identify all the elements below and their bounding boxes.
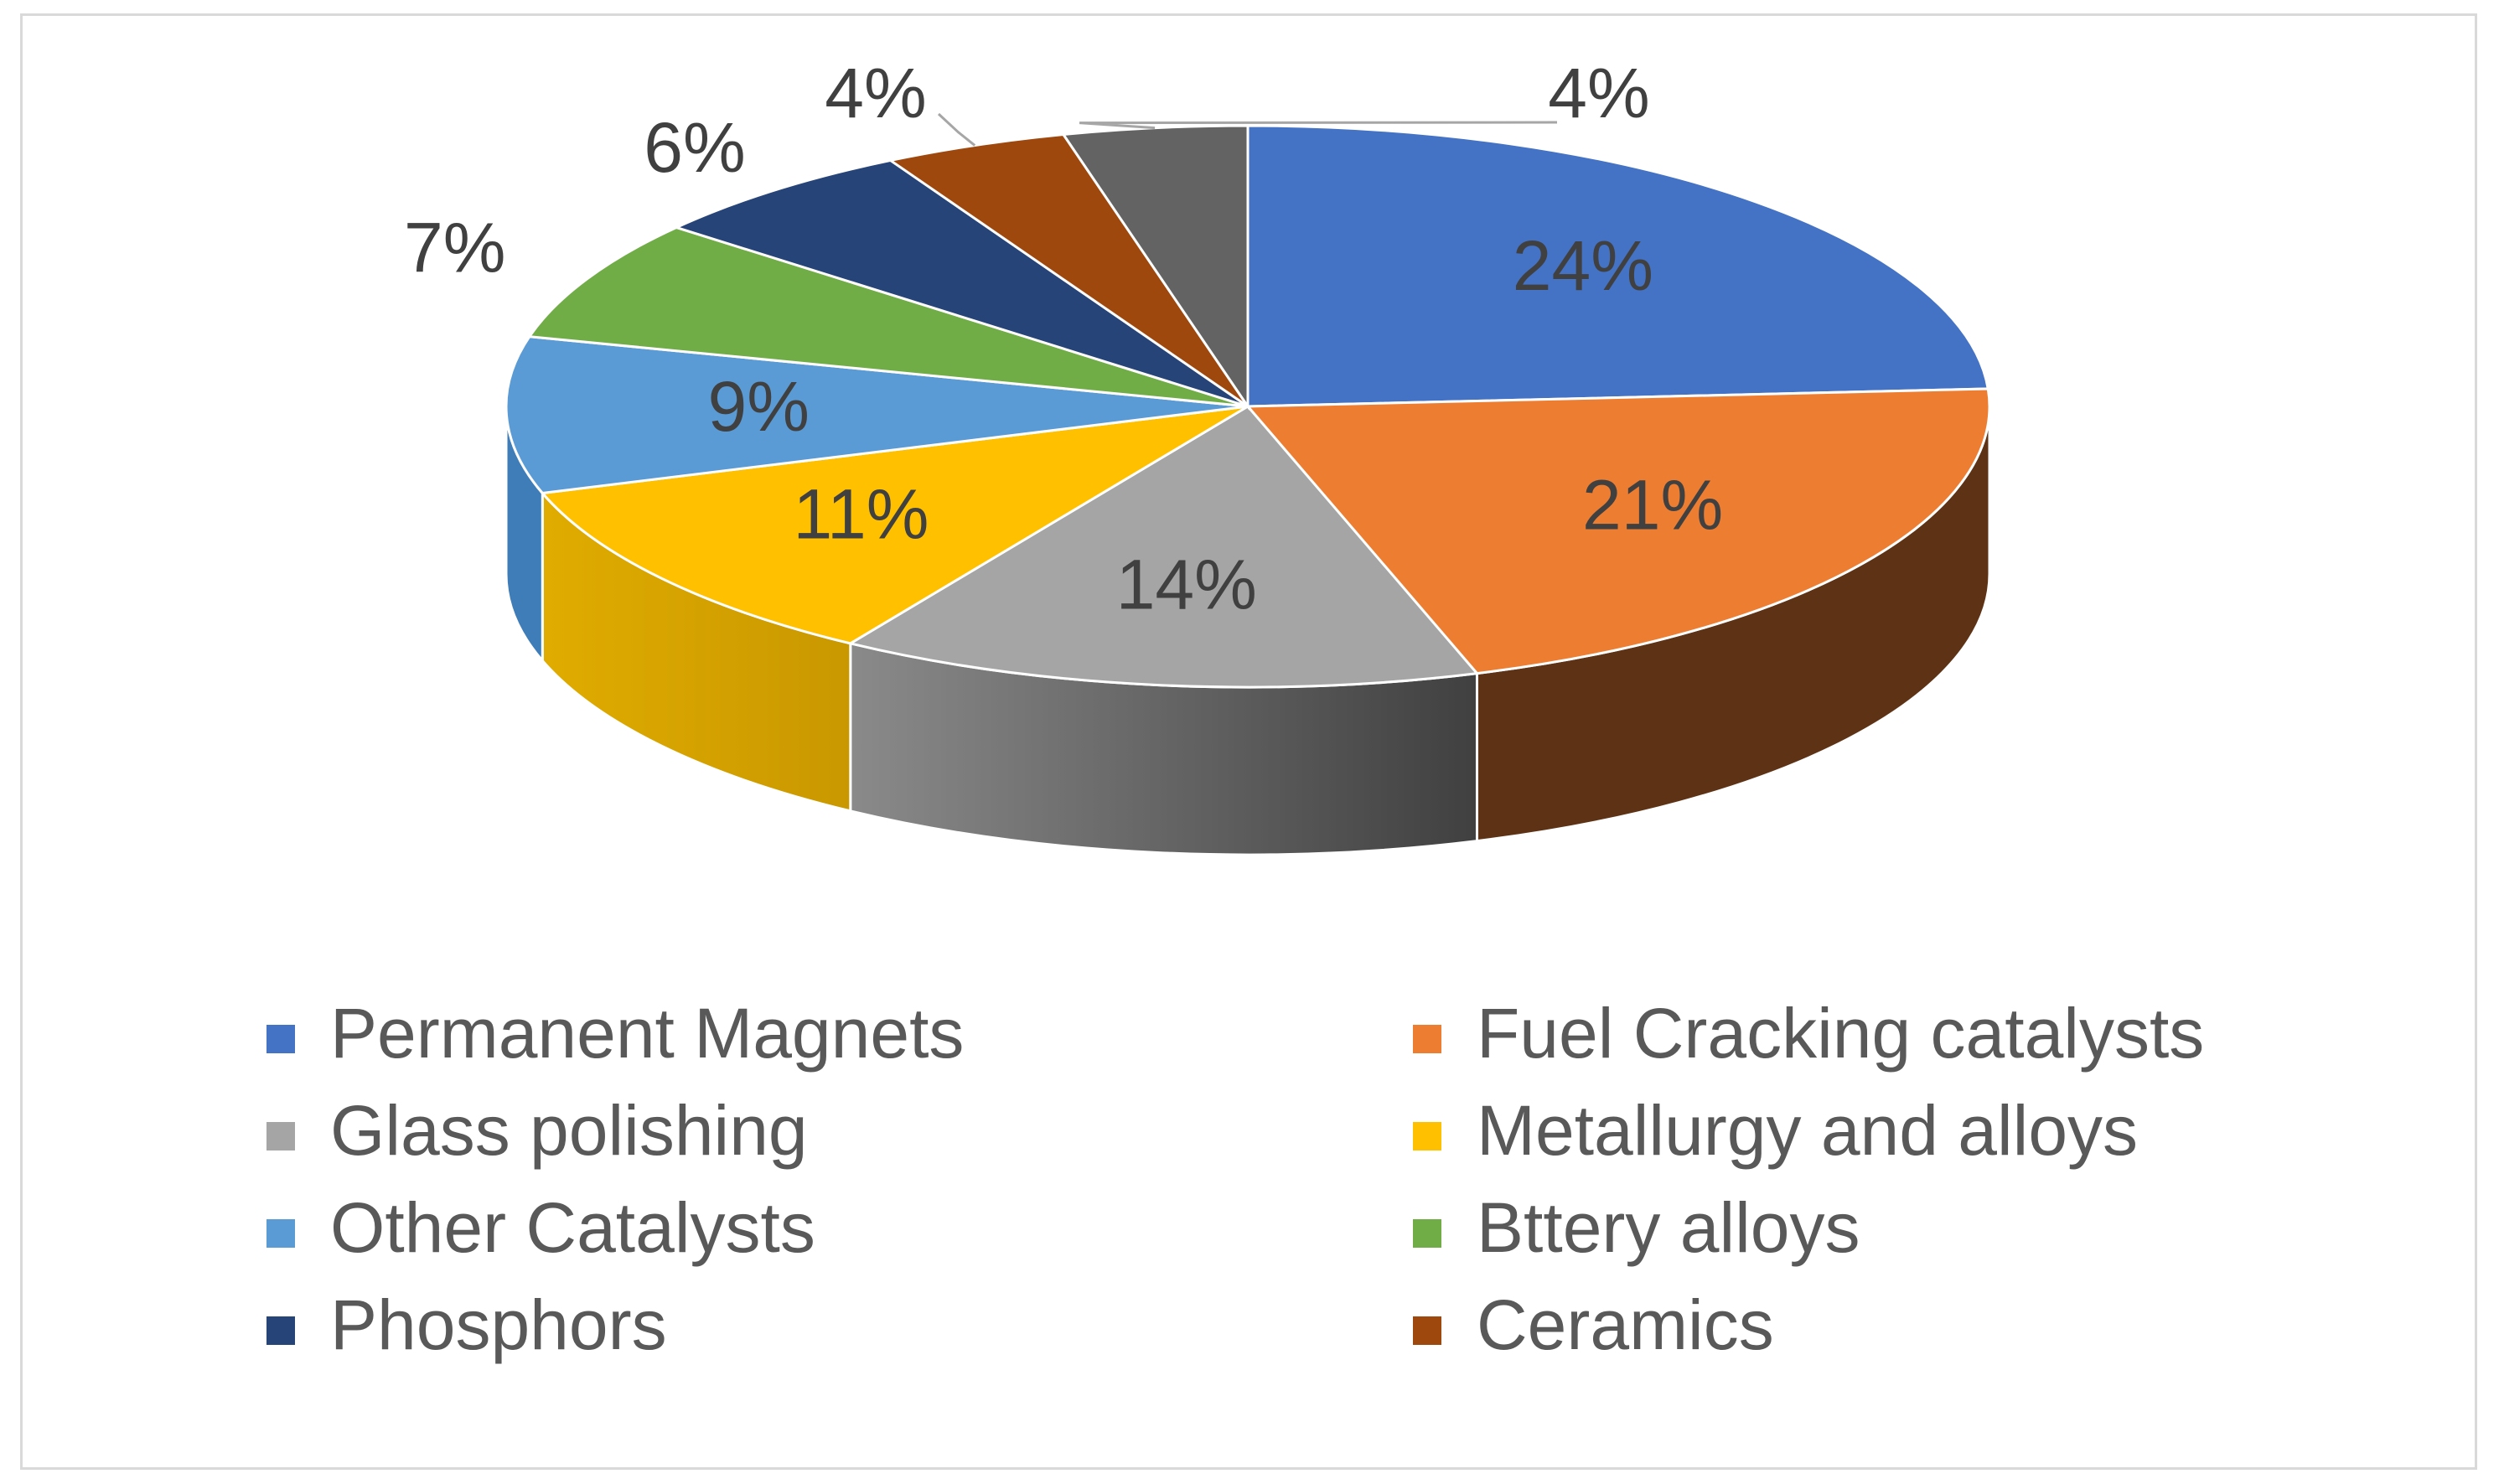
pie-slice-bttery-alloys: [527, 225, 1249, 408]
legend-swatch-phosphors: [266, 1316, 295, 1345]
legend-item-metallurgy-and-alloys: Metallurgy and alloys: [1413, 1091, 2138, 1170]
data-label-ceramics: 4%: [825, 54, 926, 132]
pie-slice-fuel-cracking-catalysts: [1244, 387, 1991, 675]
pie-slice-other: [1061, 124, 1250, 411]
legend-label-phosphors: Phosphors: [330, 1285, 667, 1364]
legend-item-phosphors: Phosphors: [266, 1285, 667, 1364]
pie-slice-other-catalysts: [504, 335, 1249, 495]
data-label-other: 4%: [1548, 54, 1649, 132]
data-label-other-catalysts: 9%: [707, 367, 809, 446]
legend-item-fuel-cracking-catalysts: Fuel Cracking catalysts: [1413, 994, 2204, 1073]
legend-item-ceramics: Ceramics: [1413, 1285, 1774, 1364]
legend-label-permanent-magnets: Permanent Magnets: [330, 994, 964, 1073]
leader-line-ceramics: [937, 112, 976, 147]
legend-swatch-metallurgy-and-alloys: [1413, 1122, 1441, 1150]
pie-slice-phosphors: [672, 158, 1249, 408]
legend-label-glass-polishing: Glass polishing: [330, 1091, 808, 1170]
pie-slice-metallurgy-and-alloys: [540, 405, 1249, 645]
legend-swatch-fuel-cracking-catalysts: [1413, 1025, 1441, 1053]
legend-label-ceramics: Ceramics: [1477, 1285, 1774, 1364]
data-label-permanent-magnets: 24%: [1513, 226, 1653, 305]
legend-swatch-ceramics: [1413, 1316, 1441, 1345]
legend-swatch-permanent-magnets: [266, 1025, 295, 1053]
data-label-phosphors: 6%: [644, 108, 745, 187]
data-label-fuel-cracking-catalysts: 21%: [1582, 465, 1723, 544]
data-label-glass-polishing: 14%: [1116, 546, 1257, 624]
pie-slice-glass-polishing: [846, 405, 1480, 689]
data-label-bttery-alloys: 7%: [404, 209, 505, 287]
pie-slice-permanent-magnets: [1246, 124, 1990, 408]
legend-swatch-glass-polishing: [266, 1122, 295, 1150]
legend-label-metallurgy-and-alloys: Metallurgy and alloys: [1477, 1091, 2138, 1170]
legend-item-bttery-alloys: Bttery alloys: [1413, 1188, 1860, 1267]
data-label-metallurgy-and-alloys: 11%: [794, 475, 929, 554]
pie-slice-ceramics: [887, 132, 1250, 408]
legend-swatch-other-catalysts: [266, 1219, 295, 1248]
legend-item-permanent-magnets: Permanent Magnets: [266, 994, 964, 1073]
legend-label-bttery-alloys: Bttery alloys: [1477, 1188, 1860, 1267]
legend-item-glass-polishing: Glass polishing: [266, 1091, 808, 1170]
legend-label-fuel-cracking-catalysts: Fuel Cracking catalysts: [1477, 994, 2204, 1073]
legend-label-other-catalysts: Other Catalysts: [330, 1188, 815, 1267]
legend-swatch-bttery-alloys: [1413, 1219, 1441, 1248]
leader-line-other: [1079, 121, 1558, 130]
legend-item-other-catalysts: Other Catalysts: [266, 1188, 815, 1267]
